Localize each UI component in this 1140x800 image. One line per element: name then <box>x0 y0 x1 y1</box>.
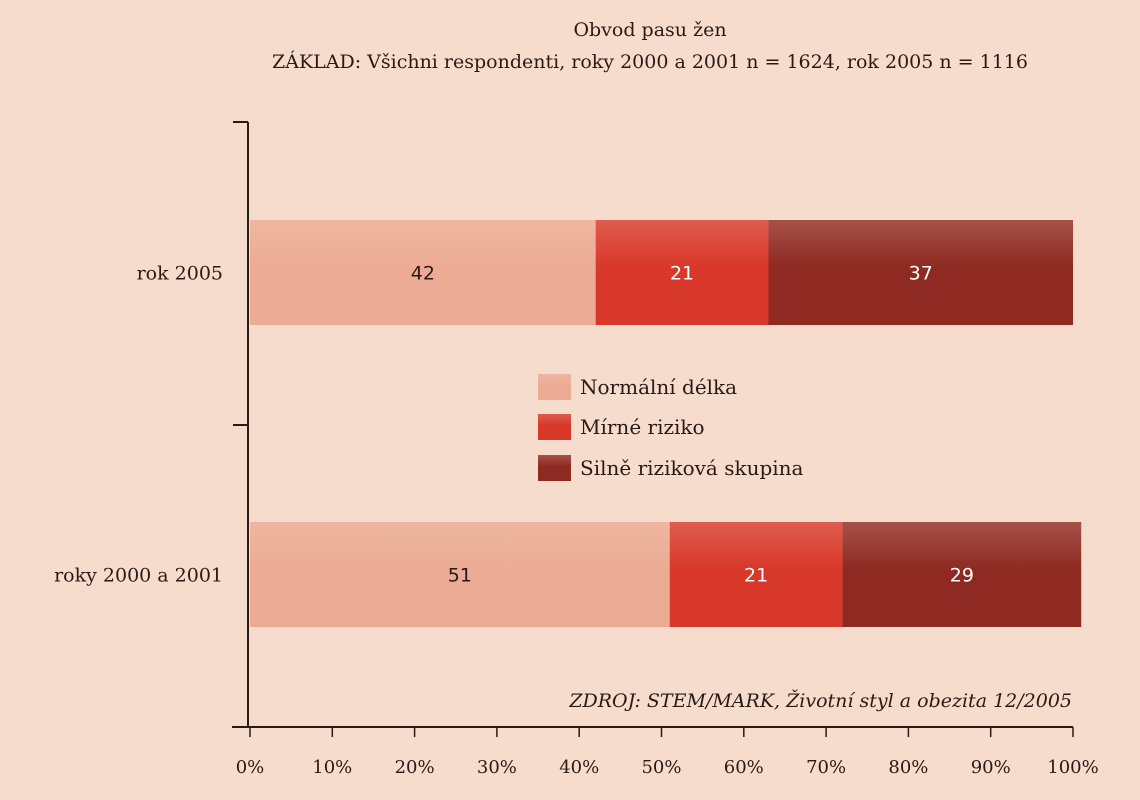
data-label: 29 <box>950 565 974 587</box>
x-tick-label: 90% <box>971 757 1011 778</box>
x-tick-label: 30% <box>477 757 517 778</box>
data-label: 37 <box>909 263 933 285</box>
bar-roky-2000-a-2001-silne-rizikova-skupina <box>842 522 1082 627</box>
bar-roky-2000-a-2001-mirne-riziko <box>669 522 843 627</box>
x-tick-label: 80% <box>888 757 928 778</box>
legend-label: Silně riziková skupina <box>580 456 804 480</box>
x-tick-label: 100% <box>1047 757 1098 778</box>
x-tick-label: 0% <box>236 757 265 778</box>
legend-swatch-mirne-riziko <box>538 414 571 440</box>
x-tick-label: 70% <box>806 757 846 778</box>
legend-swatch-silne-rizikova-skupina <box>538 455 571 481</box>
legend: Normální délka Mírné riziko Silně riziková… <box>538 374 804 481</box>
bar-roky-2000-a-2001-normalni-delka <box>250 522 670 627</box>
bars-group: 42 21 37 rok 2005 51 21 29 roky 2000 a 2001 <box>54 220 1082 627</box>
bar-rok-2005-mirne-riziko <box>595 220 769 325</box>
data-label: 42 <box>411 263 435 285</box>
x-tick-label: 40% <box>559 757 599 778</box>
category-label: roky 2000 a 2001 <box>54 565 223 587</box>
axes-group: 0% 10% 20% 30% 40% 50% 60% 70% 80% 90% 100% <box>232 121 1099 778</box>
legend-label: Normální délka <box>580 375 737 399</box>
data-label: 51 <box>448 565 472 587</box>
chart-title: Obvod pasu žen <box>573 19 726 41</box>
legend-swatch-normalni-delka <box>538 374 571 400</box>
x-tick-label: 50% <box>641 757 681 778</box>
data-label: 21 <box>670 263 694 285</box>
category-label: rok 2005 <box>137 263 223 285</box>
x-tick-label: 60% <box>724 757 764 778</box>
bar-rok-2005-normalni-delka <box>250 220 596 325</box>
x-tick-label: 10% <box>312 757 352 778</box>
data-label: 21 <box>744 565 768 587</box>
bar-rok-2005-silne-rizikova-skupina <box>768 220 1073 325</box>
source-note: ZDROJ: STEM/MARK, Životní styl a obezita… <box>568 689 1072 712</box>
legend-label: Mírné riziko <box>580 415 705 439</box>
chart-subtitle: ZÁKLAD: Všichni respondenti, roky 2000 a… <box>272 50 1028 73</box>
x-tick-label: 20% <box>395 757 435 778</box>
